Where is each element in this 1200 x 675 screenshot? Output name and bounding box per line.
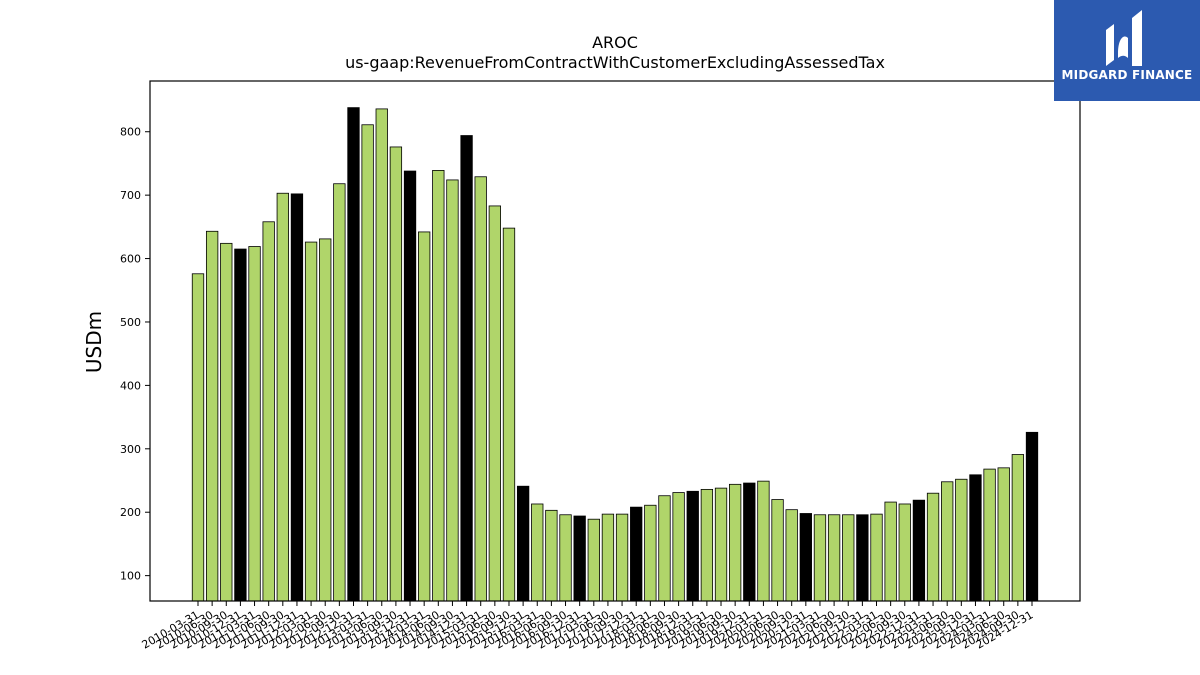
bar-2023-09-30 (955, 478, 968, 602)
y-tick-label: 700 (120, 189, 141, 202)
bar-2024-03-31 (983, 468, 996, 602)
bar-2016-06-30 (545, 509, 558, 602)
bar-2013-12-31 (403, 170, 417, 602)
y-tick-label: 400 (120, 379, 141, 392)
bar-2010-03-31 (191, 273, 205, 602)
bar-2022-03-31 (870, 513, 883, 602)
bar-2016-09-30 (559, 514, 572, 602)
bar-2013-06-30 (375, 108, 388, 602)
bar-2011-09-30 (276, 192, 289, 602)
bar-2011-12-31 (290, 193, 304, 602)
bar-2010-09-30 (220, 242, 233, 602)
y-tick-label: 100 (120, 570, 141, 583)
bar-2017-06-30 (601, 513, 615, 602)
bar-2023-06-30 (941, 481, 954, 602)
chart-subtitle: us-gaap:RevenueFromContractWithCustomerE… (345, 53, 885, 72)
y-tick-label: 800 (120, 126, 141, 139)
bar-2023-03-31 (926, 492, 940, 602)
bar-2023-12-31 (969, 474, 982, 602)
bar-2010-06-30 (205, 230, 219, 602)
bars-group (191, 107, 1039, 602)
bar-2010-12-31 (234, 248, 247, 602)
x-axis: 2010-03-312010-06-302010-09-302010-12-31… (140, 601, 1036, 652)
bar-2021-09-30 (842, 514, 855, 602)
bar-2014-12-31 (460, 135, 473, 602)
y-axis-label: USDm (82, 311, 106, 373)
bar-2014-03-31 (418, 231, 431, 602)
bar-2022-12-31 (912, 499, 926, 602)
bar-2012-03-31 (304, 241, 318, 602)
bar-2014-09-30 (446, 179, 459, 602)
bar-2012-06-30 (319, 238, 332, 602)
bar-2017-09-30 (615, 513, 629, 602)
y-tick-label: 300 (120, 443, 141, 456)
logo-mark-icon (1106, 10, 1142, 66)
bar-2013-09-30 (389, 146, 403, 602)
bar-2012-09-30 (333, 183, 346, 602)
bar-2021-06-30 (827, 514, 841, 602)
bar-2024-12-31 (1025, 431, 1039, 602)
bar-2021-12-31 (856, 514, 869, 602)
bar-2015-09-30 (502, 227, 516, 602)
y-tick-label: 600 (120, 253, 141, 266)
bar-2019-03-31 (700, 488, 714, 602)
bar-2019-09-30 (729, 483, 742, 602)
bar-2014-06-30 (432, 170, 445, 602)
y-tick-label: 500 (120, 316, 141, 329)
y-axis: 100 200 300 400 500 600 700 800 (120, 126, 150, 583)
bar-2019-12-31 (743, 482, 756, 602)
bar-2018-12-31 (686, 490, 699, 602)
bar-2024-09-30 (1011, 454, 1025, 602)
bar-2013-03-31 (361, 124, 374, 602)
plot-frame (149, 80, 1081, 602)
bar-2012-12-31 (347, 107, 360, 602)
chart-title: AROC (592, 33, 638, 52)
bar-2022-06-30 (884, 501, 897, 602)
bar-2020-12-31 (799, 513, 812, 602)
bar-2020-03-31 (757, 480, 770, 602)
bar-2017-12-31 (630, 506, 643, 602)
bar-2019-06-30 (714, 487, 728, 602)
brand-logo: MIDGARD FINANCE (1054, 0, 1200, 101)
bar-2015-12-31 (516, 485, 530, 602)
bar-2018-03-31 (644, 504, 657, 602)
bar-2018-09-30 (672, 492, 685, 602)
bar-2018-06-30 (658, 495, 671, 602)
bar-2020-09-30 (785, 509, 798, 602)
bar-2024-06-30 (997, 467, 1010, 602)
bar-2016-03-31 (531, 503, 544, 602)
bar-2015-03-31 (474, 176, 487, 602)
bar-2022-09-30 (898, 503, 911, 602)
logo-text: MIDGARD FINANCE (1061, 68, 1193, 82)
bar-2021-03-31 (813, 514, 827, 602)
bar-2015-06-30 (488, 205, 502, 602)
bar-2020-06-30 (771, 499, 784, 602)
bar-2016-12-31 (573, 515, 586, 602)
bar-2017-03-31 (587, 518, 600, 602)
bar-2011-03-31 (248, 246, 261, 602)
bar-2011-06-30 (262, 221, 275, 602)
y-tick-label: 200 (120, 506, 141, 519)
